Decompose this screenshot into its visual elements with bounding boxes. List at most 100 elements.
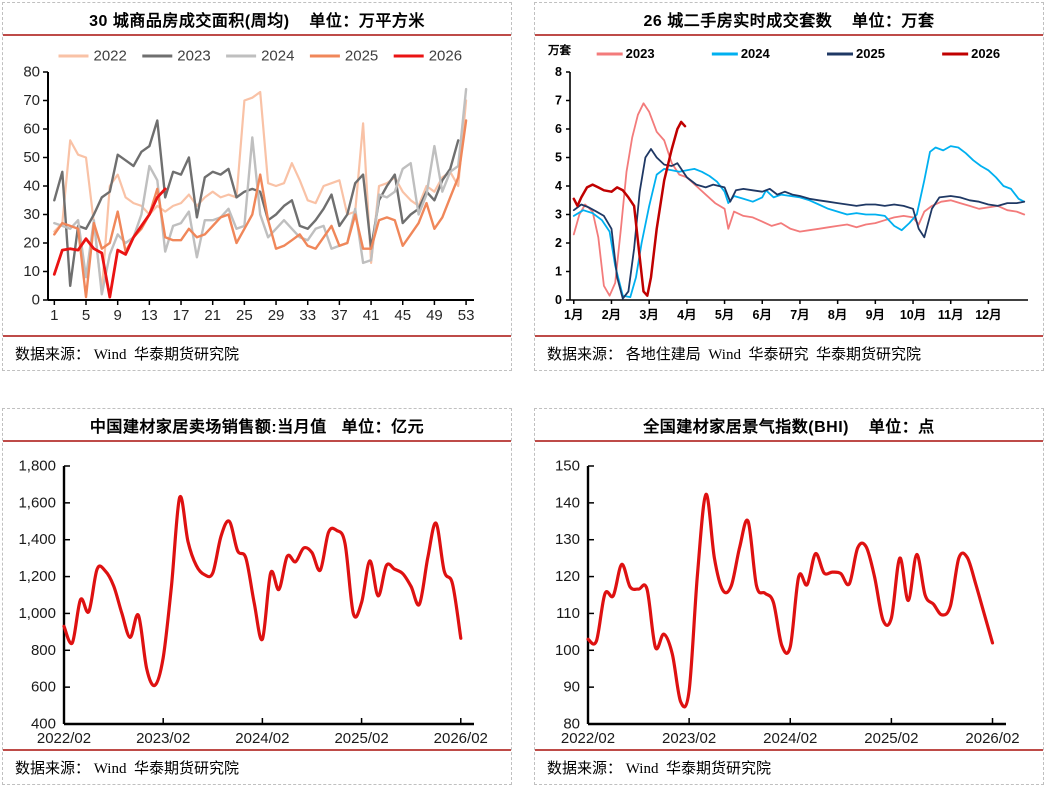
series-line-2024 [572,145,1026,298]
legend-item-2024: 2024 [711,46,771,61]
svg-text:4: 4 [555,179,562,193]
svg-text:1,200: 1,200 [18,568,56,585]
legend-item-2026: 2026 [942,46,1000,61]
svg-text:21: 21 [204,307,221,324]
svg-text:2023/02: 2023/02 [136,730,190,747]
axes: 0 10 20 30 40 50 60 70 80 1 5 9 13 17 21 25 29 33 37 41 45 49… [23,63,474,324]
svg-text:41: 41 [363,307,380,324]
svg-text:10月: 10月 [900,308,926,322]
svg-text:2: 2 [555,236,562,250]
svg-text:2026: 2026 [971,46,1000,61]
panel-title: 中国建材家居卖场销售额:当月值 单位：亿元 [3,409,511,442]
svg-text:2024: 2024 [261,47,294,64]
svg-text:29: 29 [268,307,285,324]
svg-text:70: 70 [23,92,40,109]
materials-home-furnishing-sales-chart: 400 600 800 1,000 1,200 1,400 1,600 1,800 2022/0… [18,457,487,747]
chart-area: 0 1 2 3 4 5 6 7 8 1月 2月 3月 4月 5月 6月 7月 8月 9月 10月 11月 12月 万套 20… [535,36,1043,335]
svg-text:40: 40 [23,177,40,194]
data-source-note: 数据来源： 各地住建局 Wind 华泰研究 华泰期货研究院 [535,335,1043,370]
weekly-new-home-sales-chart: 0 10 20 30 40 50 60 70 80 1 5 9 13 17 21 25 29 33 37 41 45 49… [23,47,474,324]
svg-text:130: 130 [555,531,580,548]
svg-text:45: 45 [394,307,411,324]
panel-building-materials-sales: 中国建材家居卖场销售额:当月值 单位：亿元 400 600 800 1,000 1,20… [2,408,512,785]
svg-text:2024/02: 2024/02 [235,730,289,747]
bhi-index-chart: 80 90 100 110 120 130 140 150 2022/02 2023/02 2024… [555,457,1020,747]
svg-text:2024: 2024 [741,46,771,61]
series-line-2023 [572,102,1026,297]
svg-text:1,600: 1,600 [18,494,56,511]
axes: 400 600 800 1,000 1,200 1,400 1,600 1,800 2022/0… [18,457,487,747]
svg-text:17: 17 [173,307,190,324]
svg-text:2026: 2026 [429,47,462,64]
svg-text:2025: 2025 [856,46,885,61]
svg-text:100: 100 [555,642,580,659]
svg-text:2023/02: 2023/02 [662,730,716,747]
svg-text:49: 49 [426,307,443,324]
series-line-2026 [572,120,687,297]
svg-text:110: 110 [556,605,580,622]
series-line-2026 [52,187,167,299]
svg-text:1,400: 1,400 [18,531,56,548]
svg-text:3: 3 [555,207,562,221]
svg-text:2022/02: 2022/02 [561,730,615,747]
series-line-2025 [53,119,468,299]
chart-area: 400 600 800 1,000 1,200 1,400 1,600 1,800 2022/0… [3,442,511,749]
svg-text:6: 6 [555,122,562,136]
panel-title: 全国建材家居景气指数(BHI) 单位：点 [535,409,1043,442]
legend-item-2025: 2025 [309,47,378,64]
svg-text:2025/02: 2025/02 [864,730,918,747]
svg-text:120: 120 [555,568,580,585]
panel-30-city-new-home-sales: 30 城商品房成交面积(周均) 单位：万平方米 0 10 20 30 40 50 60 70 8… [2,2,512,371]
series-line-BHI [586,492,995,709]
svg-text:2026/02: 2026/02 [434,730,488,747]
svg-text:10: 10 [23,263,40,280]
svg-text:12月: 12月 [975,308,1001,322]
panel-bhi-index: 全国建材家居景气指数(BHI) 单位：点 80 90 100 110 120 130 140… [534,408,1044,785]
chart-area: 0 10 20 30 40 50 60 70 80 1 5 9 13 17 21 25 29 33 37 41 45 49… [3,36,511,335]
svg-text:5: 5 [82,307,90,324]
data-source-note: 数据来源： Wind 华泰期货研究院 [3,749,511,784]
svg-text:13: 13 [141,307,158,324]
svg-text:400: 400 [31,715,56,732]
axes: 80 90 100 110 120 130 140 150 2022/02 2023/02 2024… [555,457,1020,747]
svg-text:37: 37 [331,307,348,324]
legend-item-2022: 2022 [58,47,127,64]
svg-text:8: 8 [555,65,562,79]
svg-text:60: 60 [23,120,40,137]
legend-item-2023: 2023 [142,47,211,64]
svg-text:11月: 11月 [938,308,964,322]
svg-text:2025: 2025 [345,47,378,64]
second-hand-home-sales-chart: 0 1 2 3 4 5 6 7 8 1月 2月 3月 4月 5月 6月 7月 8月 9月 10月 11月 12月 万套 20… [547,43,1028,322]
svg-text:80: 80 [23,63,40,80]
svg-text:33: 33 [299,307,316,324]
panel-26-city-second-hand-sales: 26 城二手房实时成交套数 单位：万套 0 1 2 3 4 5 6 7 8 1月 2月 3月 4月 5月 6… [534,2,1044,371]
svg-text:30: 30 [23,206,40,223]
svg-text:90: 90 [563,679,580,696]
svg-text:25: 25 [236,307,253,324]
svg-text:2022/02: 2022/02 [37,730,91,747]
svg-text:9月: 9月 [866,308,885,322]
svg-text:1: 1 [555,264,562,278]
svg-text:600: 600 [31,679,56,696]
chart-area: 80 90 100 110 120 130 140 150 2022/02 2023/02 2024… [535,442,1043,749]
legend-item-2024: 2024 [226,47,294,64]
legend-item-2025: 2025 [827,46,885,61]
svg-text:1,800: 1,800 [18,457,56,474]
svg-text:53: 53 [458,307,475,324]
legend-item-2026: 2026 [393,47,462,64]
series-line-建材家居卖场销售额 [62,495,463,688]
svg-text:0: 0 [555,293,562,307]
legend: 2022 2023 2024 2025 2026 [58,47,462,64]
svg-text:2025/02: 2025/02 [334,730,388,747]
axes: 0 1 2 3 4 5 6 7 8 1月 2月 3月 4月 5月 6月 7月 8月 9月 10月 11月 12月 [555,65,1028,322]
svg-text:140: 140 [555,494,580,511]
svg-text:2月: 2月 [602,308,621,322]
panel-title: 30 城商品房成交面积(周均) 单位：万平方米 [3,3,511,36]
svg-text:0: 0 [32,291,40,308]
svg-text:1,000: 1,000 [18,605,56,622]
svg-text:1月: 1月 [564,308,583,322]
panel-title: 26 城二手房实时成交套数 单位：万套 [535,3,1043,36]
svg-text:1: 1 [50,307,58,324]
svg-text:7: 7 [555,93,562,107]
